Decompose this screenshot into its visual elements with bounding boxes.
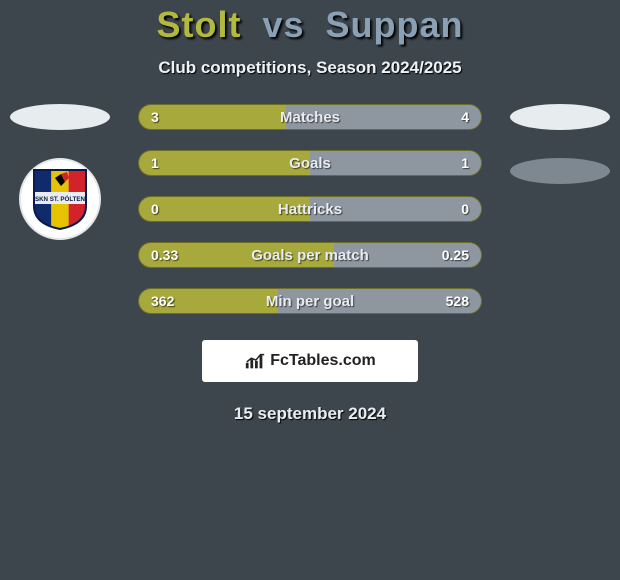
stat-bar: 0Hattricks0 [138,196,482,222]
stat-label: Matches [139,105,481,129]
player2-country-placeholder [510,104,610,130]
stat-right-value: 528 [446,289,469,313]
stat-bar: 0.33Goals per match0.25 [138,242,482,268]
vs-label: vs [262,4,304,45]
left-column: SKN ST. PÖLTEN [10,104,110,240]
player2-name: Suppan [326,4,464,45]
player1-country-placeholder [10,104,110,130]
page-title: Stolt vs Suppan [0,0,620,46]
svg-text:SKN ST. PÖLTEN: SKN ST. PÖLTEN [35,196,86,203]
brand-badge: FcTables.com [202,340,418,382]
subtitle: Club competitions, Season 2024/2025 [0,58,620,78]
club-shield-icon: SKN ST. PÖLTEN [31,168,89,230]
date-label: 15 september 2024 [0,404,620,424]
stat-bar: 362Min per goal528 [138,288,482,314]
player1-club-badge: SKN ST. PÖLTEN [19,158,101,240]
stat-label: Goals per match [139,243,481,267]
stat-right-value: 0.25 [442,243,469,267]
stat-bar: 1Goals1 [138,150,482,176]
player2-club-placeholder [510,158,610,184]
stat-bars: 3Matches4 1Goals1 0Hattricks0 0.33Goals per… [138,104,482,314]
stat-right-value: 0 [461,197,469,221]
brand-text: FcTables.com [270,352,376,370]
right-column [510,104,610,184]
stat-right-value: 4 [461,105,469,129]
stat-label: Goals [139,151,481,175]
stat-label: Min per goal [139,289,481,313]
stat-bar: 3Matches4 [138,104,482,130]
player1-name: Stolt [156,4,241,45]
stat-right-value: 1 [461,151,469,175]
bar-chart-icon [244,351,266,371]
stat-label: Hattricks [139,197,481,221]
